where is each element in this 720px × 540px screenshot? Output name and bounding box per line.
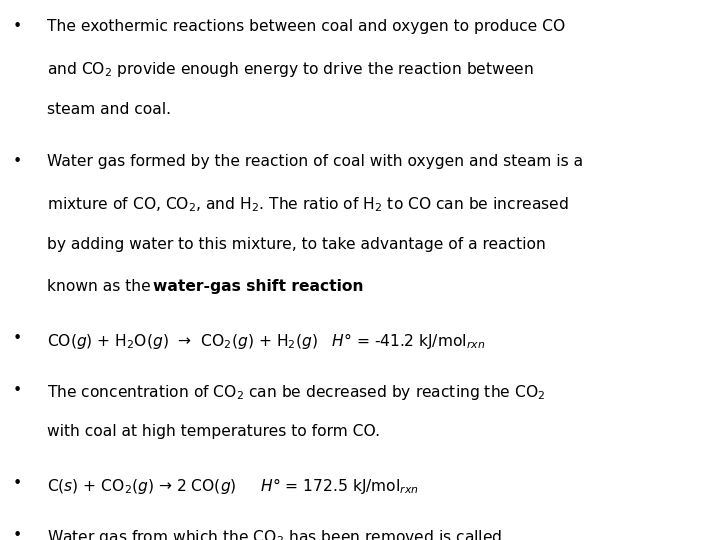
Text: mixture of CO, CO$_2$, and H$_2$. The ratio of H$_2$ to CO can be increased: mixture of CO, CO$_2$, and H$_2$. The ra…: [47, 195, 568, 214]
Text: The exothermic reactions between coal and oxygen to produce CO: The exothermic reactions between coal an…: [47, 19, 565, 34]
Text: Water gas from which the CO$_2$ has been removed is called: Water gas from which the CO$_2$ has been…: [47, 528, 502, 540]
Text: steam and coal.: steam and coal.: [47, 102, 171, 117]
Text: CO(​$g$​) + H$_2$O(​$g$​)  →  CO$_2$(​$g$​) + H$_2$(​$g$​)   ​$H$° = -41.2 kJ/mo: CO(​$g$​) + H$_2$O(​$g$​) → CO$_2$(​$g$​…: [47, 330, 485, 351]
Text: The concentration of CO$_2$ can be decreased by reacting the CO$_2$: The concentration of CO$_2$ can be decre…: [47, 383, 545, 402]
Text: •: •: [13, 476, 22, 491]
Text: •: •: [13, 19, 22, 34]
Text: •: •: [13, 383, 22, 398]
Text: and CO$_2$ provide enough energy to drive the reaction between: and CO$_2$ provide enough energy to driv…: [47, 60, 534, 79]
Text: •: •: [13, 528, 22, 540]
Text: •: •: [13, 330, 22, 346]
Text: known as the: known as the: [47, 279, 156, 294]
Text: .: .: [315, 279, 320, 294]
Text: Water gas formed by the reaction of coal with oxygen and steam is a: Water gas formed by the reaction of coal…: [47, 154, 583, 169]
Text: water-gas shift reaction: water-gas shift reaction: [153, 279, 364, 294]
Text: with coal at high temperatures to form CO.: with coal at high temperatures to form C…: [47, 424, 380, 440]
Text: •: •: [13, 154, 22, 169]
Text: C(​$s$​) + CO$_2$(​$g$​) → 2 CO(​$g$​)     ​$H$° = 172.5 kJ/mol$_{rxn}$: C(​$s$​) + CO$_2$(​$g$​) → 2 CO(​$g$​) ​…: [47, 476, 419, 496]
Text: by adding water to this mixture, to take advantage of a reaction: by adding water to this mixture, to take…: [47, 237, 546, 252]
